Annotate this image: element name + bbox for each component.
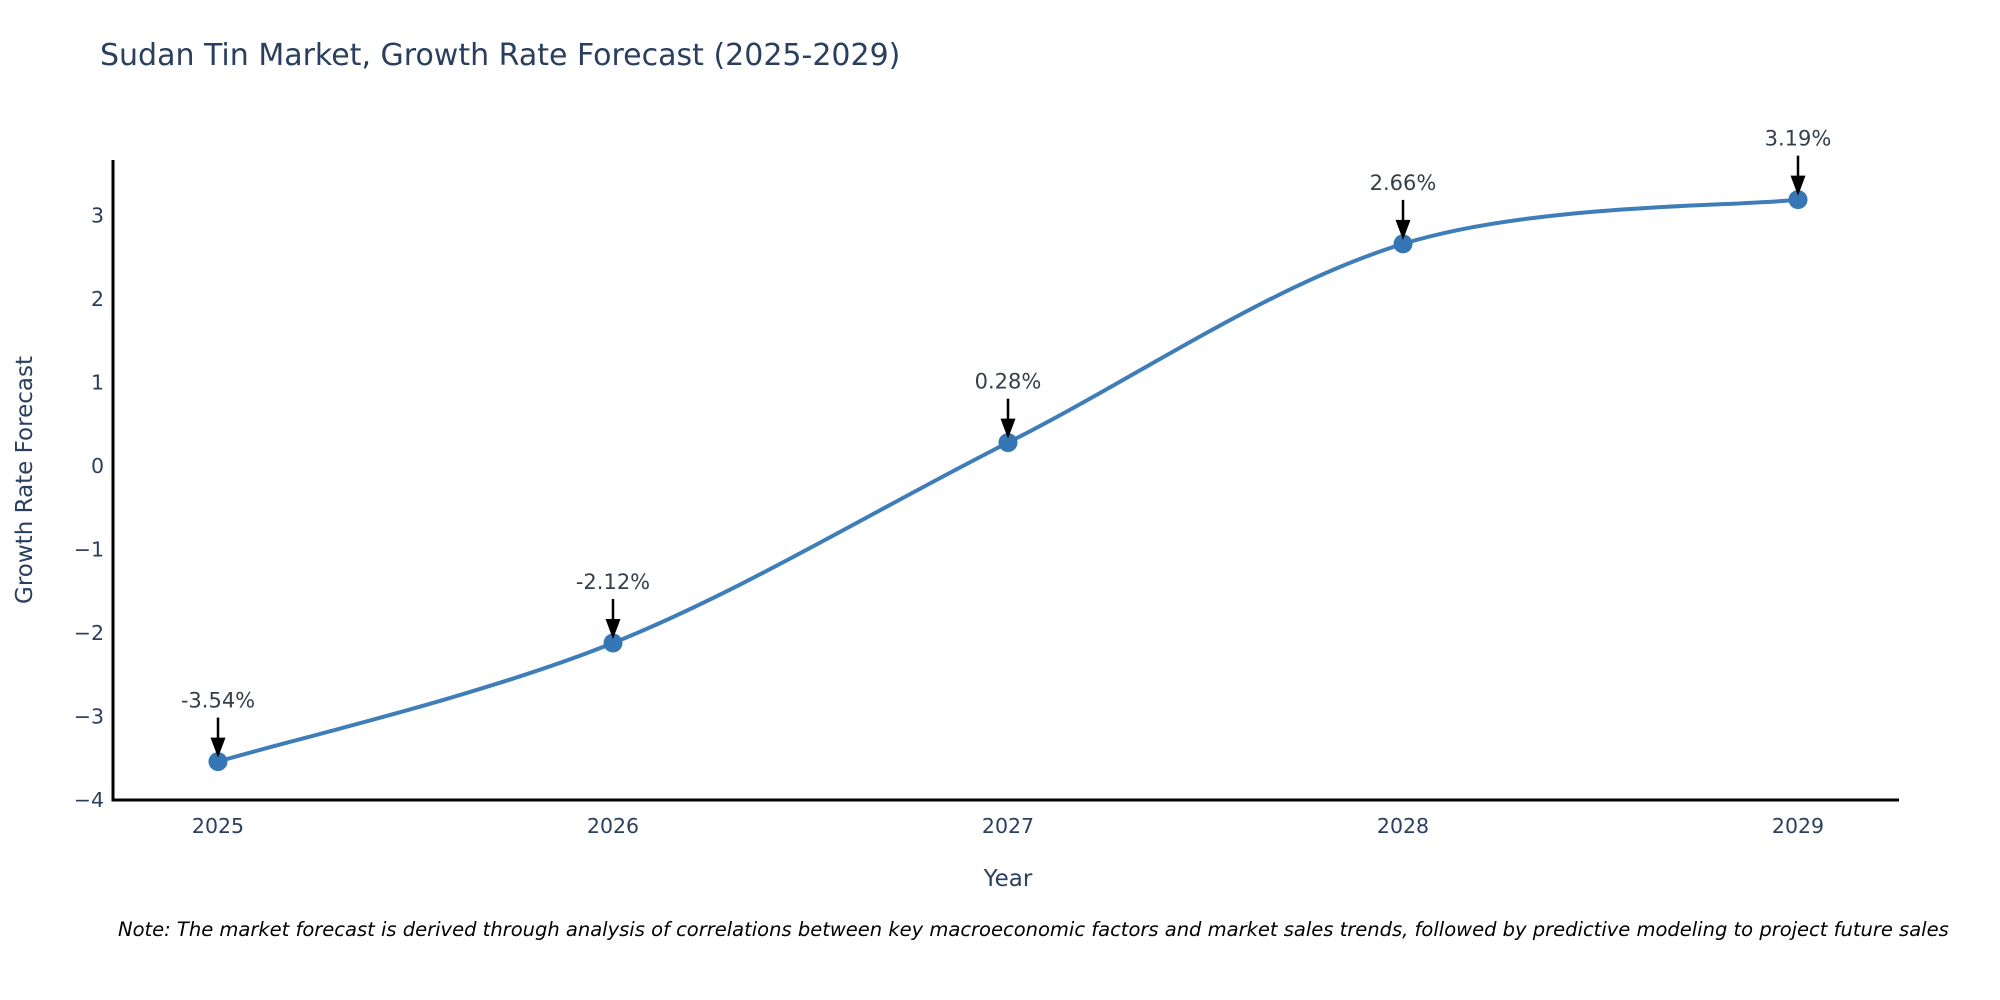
y-axis-tick-label: −4 (74, 788, 104, 812)
y-axis-tick-label: 1 (91, 371, 104, 395)
data-point-marker (998, 433, 1018, 453)
y-axis-tick-label: −1 (74, 538, 104, 562)
annotation-label: 3.19% (1765, 127, 1832, 151)
annotation-label: 2.66% (1370, 171, 1437, 195)
x-axis-tick-label: 2027 (982, 814, 1034, 838)
annotation-arrow-head (1395, 219, 1411, 240)
y-axis-tick-label: −3 (74, 705, 104, 729)
x-axis-tick-label: 2026 (587, 814, 639, 838)
x-axis-title: Year (983, 866, 1033, 892)
y-axis-tick-label: 2 (91, 287, 104, 311)
y-axis-tick-label: 0 (91, 454, 104, 478)
data-point-marker (208, 752, 228, 772)
axis-lines (111, 160, 1899, 802)
annotation-label: -3.54% (181, 689, 255, 713)
data-point-marker (1393, 234, 1413, 254)
x-axis-tick-label: 2028 (1377, 814, 1429, 838)
annotation-label: -2.12% (576, 570, 650, 594)
chart-footnote: Note: The market forecast is derived thr… (118, 918, 1949, 941)
y-axis-title: Growth Rate Forecast (12, 356, 38, 604)
annotation-arrow-head (1790, 175, 1806, 196)
x-axis-tick-label: 2025 (192, 814, 244, 838)
x-axis-tick-label: 2029 (1772, 814, 1824, 838)
line-series-path (216, 197, 1800, 764)
annotation-arrow-head (1000, 418, 1016, 439)
y-axis-tick-label: −2 (74, 621, 104, 645)
annotation-arrow-head (605, 619, 621, 640)
y-axis-tick-label: 3 (91, 204, 104, 228)
data-point-marker (603, 633, 623, 653)
chart-title: Sudan Tin Market, Growth Rate Forecast (… (100, 38, 901, 73)
data-point-marker (1788, 190, 1808, 210)
annotation-arrow-head (210, 737, 226, 758)
annotation-label: 0.28% (975, 370, 1042, 394)
